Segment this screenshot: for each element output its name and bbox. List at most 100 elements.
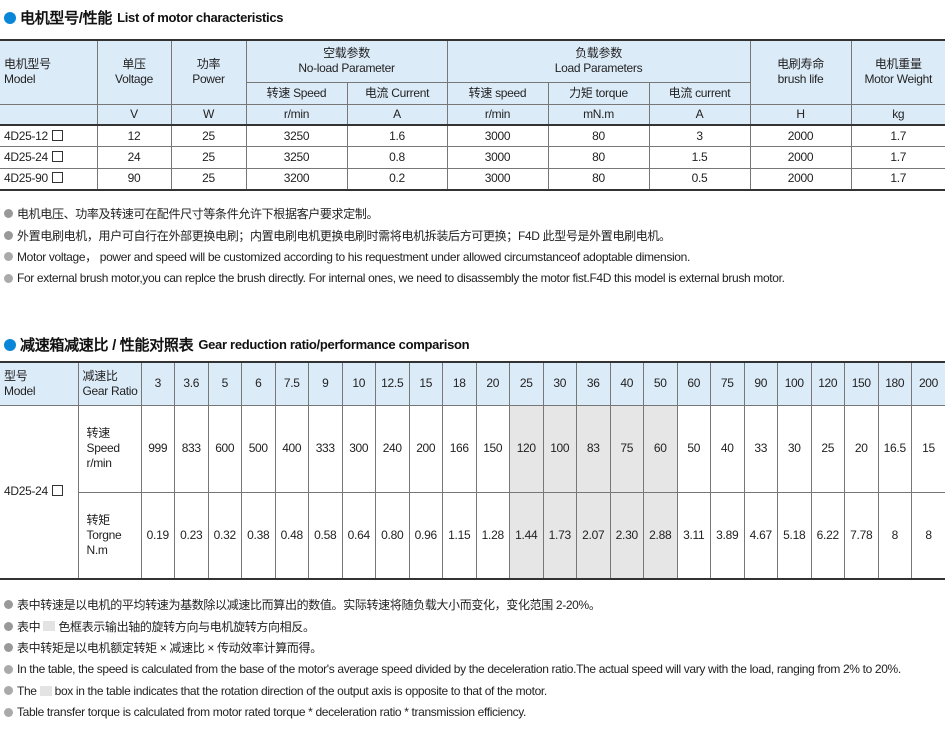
note-text: 表中转矩是以电机额定转矩 × 减速比 × 传动效率计算而得。 [17,641,322,656]
speed-label: 转速 Speed r/min [77,404,142,493]
checkbox-icon [51,172,63,183]
checkbox-icon [51,485,63,497]
model-name: 4D25-12 [4,128,48,143]
unit-cell: mN.m [547,103,650,126]
speed-cell: 150 [475,404,510,493]
note-item: In the table, the speed is calculated fr… [4,659,901,681]
ratio-header: 25 [509,361,544,406]
speed-cell: 166 [442,404,477,493]
value-cell: 3 [648,124,751,147]
bullet-icon [4,273,13,283]
ratio-header: 180 [877,361,912,406]
bullet-icon [4,686,13,696]
value-cell: 2000 [749,124,852,147]
unit-cell: V [96,103,172,126]
section2-title: 减速箱减速比 / 性能对照表 Gear reduction ratio/perf… [4,334,470,355]
ratio-header: 3 [140,361,175,406]
value-cell: 3250 [245,146,348,169]
ratio-header: 30 [542,361,577,406]
speed-cell: 300 [341,404,376,493]
units-spacer [0,103,98,126]
model-cell: 4D25-90 [0,167,98,190]
torque-cell: 1.15 [442,491,477,580]
header-noload: 空载参数 No-load Parameter [245,39,448,83]
speed-cell: 500 [241,404,276,493]
value-cell: 3200 [245,167,348,190]
torque-cell: 0.23 [174,491,209,580]
header-weight: 电机重量 Motor Weight [850,39,946,105]
value-cell: 1.5 [648,146,751,169]
ratio-header: 40 [609,361,644,406]
model-cell: 4D25-24 [0,404,79,579]
bullet-icon [4,707,13,717]
value-cell: 90 [96,167,172,190]
value-cell: 1.7 [850,124,946,147]
note-text: Table transfer torque is calculated from… [17,705,527,720]
title-en: Gear reduction ratio/performance compari… [198,337,470,352]
note-item: 表中 色框表示输出轴的旋转方向与电机旋转方向相反。 [4,616,901,638]
header-power: 功率 Power [170,39,247,105]
bullet-icon [4,621,13,631]
header-load-current: 电流 current [648,81,751,105]
motor-characteristics-table: 电机型号 Model 单压 Voltage 功率 Power 空载参数 No-load … [0,39,946,191]
ratio-header: 200 [911,361,945,406]
value-cell: 25 [170,146,247,169]
speed-cell: 75 [609,404,644,493]
model-cell: 4D25-12 [0,124,98,147]
speed-cell: 16.5 [877,404,912,493]
ratio-header: 75 [710,361,745,406]
torque-cell: 0.58 [308,491,343,580]
torque-cell: 0.32 [207,491,242,580]
table-row: 4D25-12 12 25 3250 1.6 3000 80 3 2000 1.7 [0,124,946,147]
note-text: Motor voltage， power and speed will be c… [17,250,690,265]
torque-cell: 1.44 [509,491,544,580]
model-name: 4D25-90 [4,171,48,185]
speed-cell: 333 [308,404,343,493]
header-gear-ratio: 减速比 Gear Ratio [77,361,142,406]
value-cell: 0.8 [346,146,448,169]
note-text: The [17,683,37,698]
ratio-header: 120 [810,361,845,406]
torque-cell: 6.22 [810,491,845,580]
value-cell: 0.5 [648,167,751,190]
note-text: 外置电刷电机，用户可自行在外部更换电刷；内置电刷电机更换电刷时需将电机拆装后方可… [17,228,671,243]
speed-cell: 400 [274,404,309,493]
value-cell: 3250 [245,124,348,147]
value-cell: 12 [96,124,172,147]
torque-cell: 1.28 [475,491,510,580]
note-text: 表中 [17,619,41,634]
unit-cell: W [170,103,247,126]
header-load-speed: 转速 speed [446,81,549,105]
shade-swatch-icon [39,685,52,696]
title-cn: 减速箱减速比 / 性能对照表 [20,337,194,354]
header-noload-speed: 转速 Speed [246,81,348,105]
torque-cell: 0.64 [341,491,376,580]
speed-cell: 999 [140,404,175,493]
bullet-icon [4,338,16,351]
speed-cell: 833 [174,404,209,493]
speed-cell: 100 [542,404,577,493]
ratio-header: 6 [241,361,276,406]
speed-cell: 50 [676,404,711,493]
value-cell: 2000 [749,167,852,190]
speed-cell: 200 [408,404,443,493]
header-load-torque: 力矩 torque [547,81,650,105]
ratio-header: 12.5 [375,361,410,406]
ratio-header: 5 [207,361,242,406]
value-cell: 3000 [446,146,549,169]
ratio-header: 60 [676,361,711,406]
bullet-icon [4,230,13,240]
bullet-icon [4,600,13,610]
torque-cell: 0.38 [241,491,276,580]
note-item: 表中转矩是以电机额定转矩 × 减速比 × 传动效率计算而得。 [4,637,901,659]
header-voltage: 单压 Voltage [96,39,172,105]
torque-cell: 0.96 [408,491,443,580]
bullet-icon [4,252,13,262]
speed-cell: 30 [777,404,812,493]
model-name: 4D25-24 [4,149,48,164]
note-text: In the table, the speed is calculated fr… [17,662,901,677]
header-brush-life: 电刷寿命 brush life [749,39,852,105]
note-text: box in the table indicates that the rota… [54,683,548,698]
note-item: Motor voltage， power and speed will be c… [4,246,785,268]
title-cn: 电机型号/性能 [20,10,113,27]
